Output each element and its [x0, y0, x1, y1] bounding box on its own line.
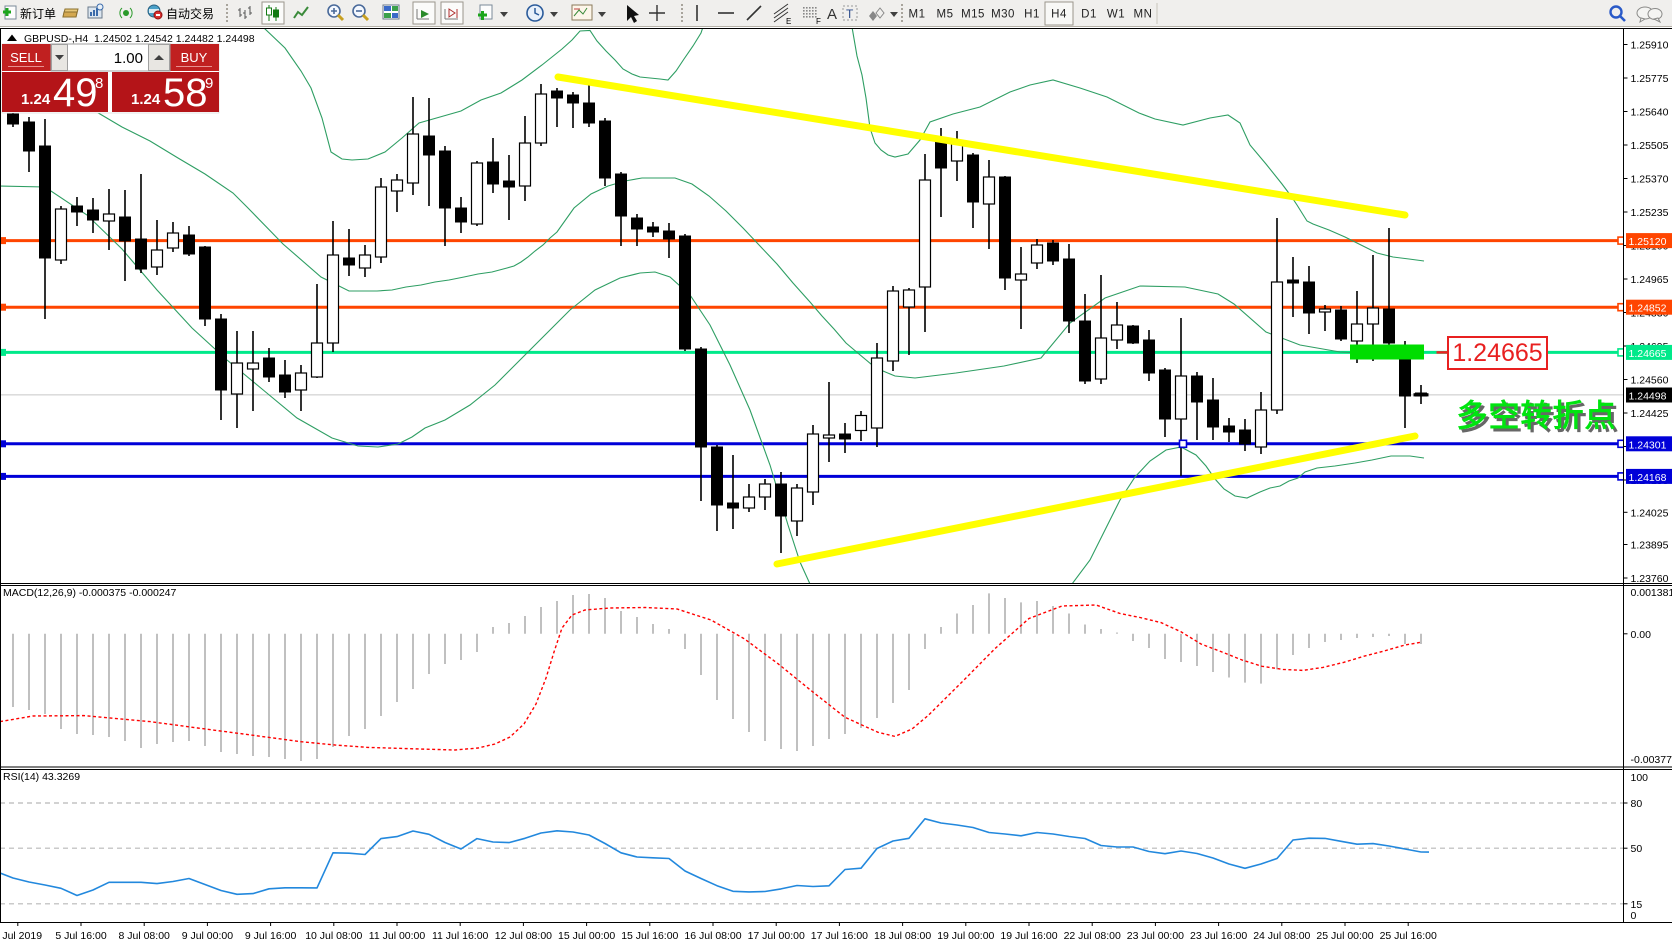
svg-text:M1: M1 [909, 9, 926, 21]
svg-text:9 Jul 16:00: 9 Jul 16:00 [245, 930, 297, 942]
svg-text:12 Jul 08:00: 12 Jul 08:00 [495, 930, 552, 942]
svg-text:1.24965: 1.24965 [1631, 274, 1669, 286]
svg-text:58: 58 [163, 71, 208, 115]
svg-text:新订单: 新订单 [20, 6, 56, 21]
svg-text:A: A [827, 6, 837, 23]
svg-text:8 Jul 08:00: 8 Jul 08:00 [119, 930, 171, 942]
svg-text:50: 50 [1631, 843, 1643, 855]
svg-text:1.24665: 1.24665 [1629, 348, 1667, 360]
svg-text:M30: M30 [991, 9, 1015, 21]
svg-text:F: F [816, 17, 821, 26]
svg-text:W1: W1 [1107, 9, 1125, 21]
svg-text:MACD(12,26,9) -0.000375 -0.000: MACD(12,26,9) -0.000375 -0.000247 [3, 587, 177, 599]
svg-text:15: 15 [1631, 899, 1643, 911]
svg-text:1.00: 1.00 [114, 50, 143, 67]
svg-text:1.24: 1.24 [131, 91, 161, 108]
svg-text:11 Jul 16:00: 11 Jul 16:00 [432, 930, 489, 942]
svg-text:1.25370: 1.25370 [1631, 174, 1669, 186]
svg-text:1.24560: 1.24560 [1631, 375, 1669, 387]
svg-text:19 Jul 16:00: 19 Jul 16:00 [1000, 930, 1057, 942]
svg-text:多空转折点: 多空转折点 [1457, 399, 1617, 434]
svg-text:D1: D1 [1081, 9, 1097, 21]
svg-text:1.24425: 1.24425 [1631, 408, 1669, 420]
svg-text:M15: M15 [961, 9, 985, 21]
svg-text:15 Jul 16:00: 15 Jul 16:00 [621, 930, 678, 942]
svg-text:9 Jul 00:00: 9 Jul 00:00 [182, 930, 234, 942]
svg-text:1.24665: 1.24665 [1452, 339, 1542, 367]
svg-text:1.23760: 1.23760 [1631, 573, 1669, 585]
svg-text:H4: H4 [1051, 9, 1067, 21]
svg-text:25 Jul 00:00: 25 Jul 00:00 [1316, 930, 1373, 942]
svg-text:49: 49 [53, 71, 98, 115]
svg-text:GBPUSD-,H4 1.24502 1.24542 1.: GBPUSD-,H4 1.24502 1.24542 1.24482 1.244… [24, 33, 255, 45]
svg-text:1.24498: 1.24498 [1629, 391, 1667, 403]
svg-text:100: 100 [1631, 772, 1649, 784]
svg-text:1.25235: 1.25235 [1631, 207, 1669, 219]
svg-text:M5: M5 [937, 9, 954, 21]
svg-text:1.25640: 1.25640 [1631, 107, 1669, 119]
svg-text:MN: MN [1134, 9, 1153, 21]
svg-text:T: T [846, 7, 854, 21]
svg-text:17 Jul 00:00: 17 Jul 00:00 [748, 930, 805, 942]
svg-text:18 Jul 08:00: 18 Jul 08:00 [874, 930, 931, 942]
svg-text:1.24: 1.24 [21, 91, 51, 108]
svg-text:23 Jul 00:00: 23 Jul 00:00 [1127, 930, 1184, 942]
svg-text:1.25120: 1.25120 [1629, 236, 1667, 248]
svg-text:0.001381: 0.001381 [1631, 587, 1672, 599]
svg-text:5 Jul 2019: 5 Jul 2019 [0, 930, 42, 942]
svg-text:24 Jul 08:00: 24 Jul 08:00 [1253, 930, 1310, 942]
svg-text:-0.003771: -0.003771 [1631, 754, 1672, 766]
svg-text:80: 80 [1631, 798, 1643, 810]
svg-text:1.25505: 1.25505 [1631, 140, 1669, 152]
svg-text:0: 0 [1631, 910, 1637, 922]
svg-text:1.24168: 1.24168 [1629, 472, 1667, 484]
svg-text:H1: H1 [1024, 9, 1040, 21]
svg-text:E: E [786, 17, 791, 26]
svg-text:9: 9 [205, 75, 213, 92]
svg-text:22 Jul 08:00: 22 Jul 08:00 [1064, 930, 1121, 942]
svg-text:16 Jul 08:00: 16 Jul 08:00 [684, 930, 741, 942]
svg-text:BUY: BUY [181, 50, 208, 65]
svg-text:1.25910: 1.25910 [1631, 40, 1669, 52]
svg-text:5 Jul 16:00: 5 Jul 16:00 [55, 930, 107, 942]
svg-text:自动交易: 自动交易 [166, 6, 214, 21]
svg-text:1.24025: 1.24025 [1631, 507, 1669, 519]
svg-text:19 Jul 00:00: 19 Jul 00:00 [937, 930, 994, 942]
svg-text:17 Jul 16:00: 17 Jul 16:00 [811, 930, 868, 942]
svg-text:多空转折点: 多空转折点 [1460, 402, 1620, 437]
svg-text:1.25775: 1.25775 [1631, 73, 1669, 85]
svg-text:0.00: 0.00 [1631, 629, 1652, 641]
svg-text:1.24301: 1.24301 [1629, 439, 1667, 451]
svg-text:15 Jul 00:00: 15 Jul 00:00 [558, 930, 615, 942]
svg-text:8: 8 [95, 75, 103, 92]
svg-text:1.24852: 1.24852 [1629, 303, 1667, 315]
svg-text:RSI(14) 43.3269: RSI(14) 43.3269 [3, 771, 80, 783]
svg-text:1.23895: 1.23895 [1631, 540, 1669, 552]
svg-text:23 Jul 16:00: 23 Jul 16:00 [1190, 930, 1247, 942]
svg-text:25 Jul 16:00: 25 Jul 16:00 [1380, 930, 1437, 942]
svg-text:SELL: SELL [10, 50, 42, 65]
svg-text:11 Jul 00:00: 11 Jul 00:00 [369, 930, 426, 942]
svg-text:10 Jul 08:00: 10 Jul 08:00 [305, 930, 362, 942]
